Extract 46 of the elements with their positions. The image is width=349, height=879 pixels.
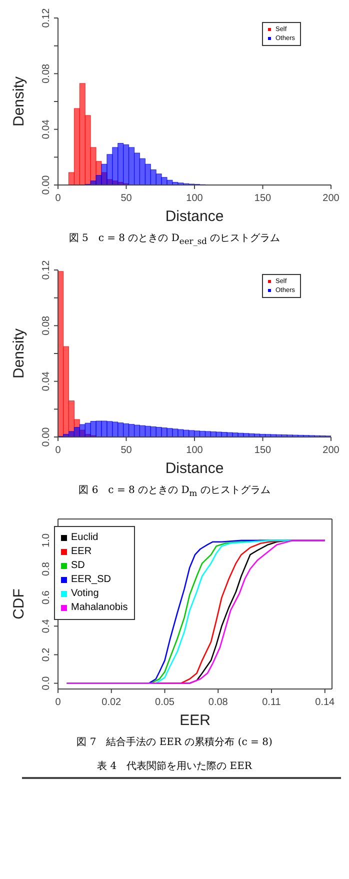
x-tick-label: 150: [254, 445, 272, 456]
y-tick-label: 0.08: [41, 316, 52, 336]
y-tick-label: 0.08: [41, 64, 52, 84]
x-tick-label: 50: [120, 445, 132, 456]
y-tick-label: 0.4: [41, 618, 52, 634]
y-axis-title: CDF: [10, 588, 28, 620]
y-tick-label: 0.2: [41, 647, 52, 662]
caption: 図 7 結合手法の EER の累積分布 (c = 8): [76, 736, 274, 749]
x-tick-label: 100: [186, 193, 204, 204]
x-tick-label: 0.05: [155, 697, 175, 708]
y-tick-label: 0.6: [41, 590, 52, 605]
y-tick-label: 0.0: [41, 676, 52, 690]
x-axis-title: Distance: [165, 208, 224, 225]
legend-label: EER_SD: [71, 573, 112, 587]
x-axis-title: Distance: [165, 460, 224, 477]
x-tick-label: 100: [186, 445, 204, 456]
x-tick-label: 150: [254, 193, 272, 204]
x-tick-label: 200: [322, 445, 340, 456]
y-tick-label: 0.12: [41, 8, 52, 28]
x-tick-label: 0.02: [102, 697, 122, 708]
legend-label: Voting: [71, 587, 99, 601]
legend-label: EER: [71, 545, 92, 559]
y-tick-label: 1.0: [41, 533, 52, 548]
y-tick-label: 0.00: [41, 426, 52, 447]
x-tick-label: 0: [55, 445, 62, 456]
x-tick-label: 0: [55, 193, 62, 204]
y-axis-title: Density: [10, 328, 28, 379]
caption: 図 5 c = 8 のときの D$_{eer_sd}$ のヒストグラム: [68, 232, 282, 246]
x-tick-label: 0.14: [315, 697, 336, 708]
x-axis-title: EER: [180, 712, 211, 729]
x-tick-label: 0.11: [262, 697, 282, 708]
caption: 図 6 c = 8 のときの D$_{m}$ のヒストグラム: [78, 484, 272, 498]
x-tick-label: 200: [322, 193, 340, 204]
legend-label: Mahalanobis: [71, 601, 128, 615]
y-tick-label: 0.04: [41, 119, 52, 140]
y-tick-label: 0.12: [41, 260, 52, 280]
x-tick-label: 0.08: [208, 697, 228, 708]
y-tick-label: 0.00: [41, 174, 52, 195]
y-axis-title: Density: [10, 76, 28, 127]
text: 表 4 代表関節を用いた際の EER: [96, 760, 254, 773]
y-tick-label: 0.8: [41, 562, 52, 576]
x-tick-label: 0: [55, 697, 62, 708]
legend-label: SD: [71, 559, 85, 573]
x-tick-label: 50: [120, 193, 132, 204]
y-tick-label: 0.04: [41, 371, 52, 392]
legend-label: Euclid: [71, 531, 98, 545]
